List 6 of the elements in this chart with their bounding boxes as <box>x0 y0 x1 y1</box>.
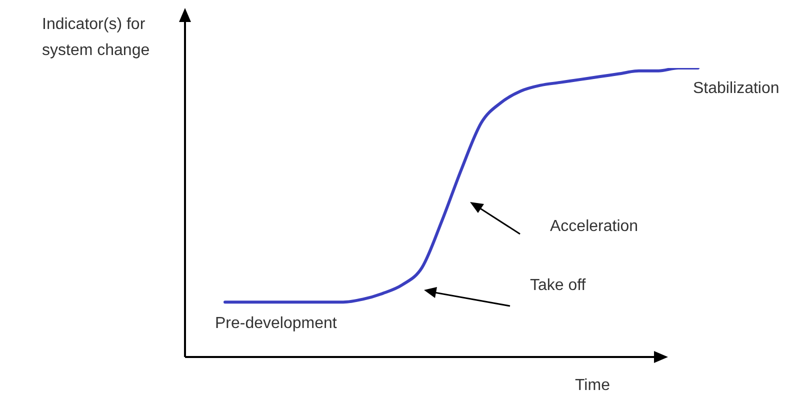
annotation: Take off <box>530 277 586 295</box>
x-axis-title: Time <box>575 377 610 395</box>
annotation: Stabilization <box>693 80 780 98</box>
annotation: Acceleration <box>550 218 638 236</box>
y-axis-title: Indicator(s) for system change <box>42 15 151 61</box>
annotation: Pre-development <box>215 315 337 333</box>
